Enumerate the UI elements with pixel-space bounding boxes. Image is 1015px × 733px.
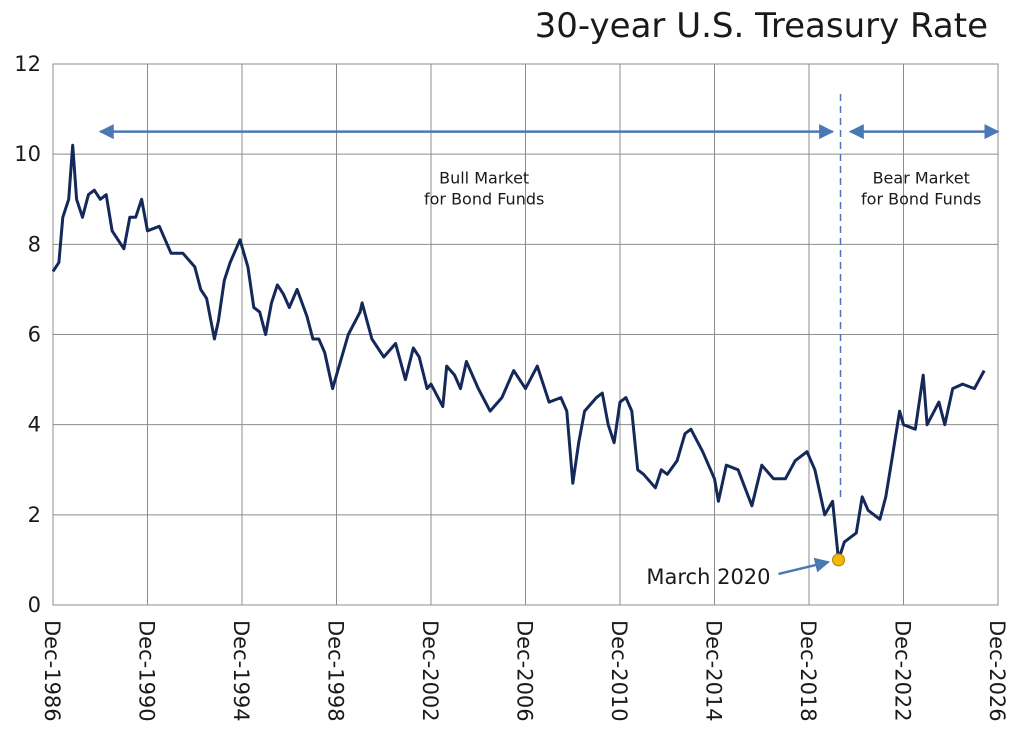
y-tick-label: 10 bbox=[14, 142, 41, 166]
y-axis: 0 2 4 6 8 10 12 bbox=[14, 52, 41, 617]
grid bbox=[52, 63, 999, 606]
series-line bbox=[51, 143, 986, 562]
annotation-label: Bull Market bbox=[439, 169, 529, 188]
x-tick-label: Dec-1998 bbox=[324, 620, 348, 722]
callout-label: March 2020 bbox=[646, 565, 770, 589]
y-tick-label: 6 bbox=[28, 323, 41, 347]
series-group bbox=[51, 143, 986, 562]
x-tick-label: Dec-1986 bbox=[40, 620, 64, 722]
annotation-label: Bear Market bbox=[873, 169, 970, 188]
x-tick-label: Dec-2018 bbox=[796, 620, 820, 722]
y-tick-label: 12 bbox=[14, 52, 41, 76]
x-tick-label: Dec-2006 bbox=[513, 620, 537, 722]
x-tick-label: Dec-2010 bbox=[607, 620, 631, 722]
x-tick-label: Dec-1994 bbox=[229, 620, 253, 722]
annotation-label: for Bond Funds bbox=[861, 190, 981, 209]
x-axis: Dec-1986 Dec-1990 Dec-1994 Dec-1998 Dec-2002… bbox=[40, 620, 1009, 722]
x-tick-label: Dec-2022 bbox=[891, 620, 915, 722]
x-tick-label: Dec-2026 bbox=[985, 620, 1009, 722]
x-tick-label: Dec-2002 bbox=[418, 620, 442, 722]
march-2020-marker bbox=[832, 553, 846, 567]
y-tick-label: 8 bbox=[28, 232, 41, 256]
y-tick-label: 0 bbox=[28, 593, 41, 617]
callout-arrow bbox=[778, 557, 830, 576]
y-tick-label: 4 bbox=[28, 413, 41, 437]
chart-title: 30-year U.S. Treasury Rate bbox=[535, 6, 988, 46]
annotation-label: for Bond Funds bbox=[424, 190, 544, 209]
x-tick-label: Dec-2014 bbox=[702, 620, 726, 722]
x-tick-label: Dec-1990 bbox=[135, 620, 159, 722]
y-tick-label: 2 bbox=[28, 503, 41, 527]
annotations: Bull Market for Bond Funds Bear Market for … bbox=[98, 94, 1000, 589]
